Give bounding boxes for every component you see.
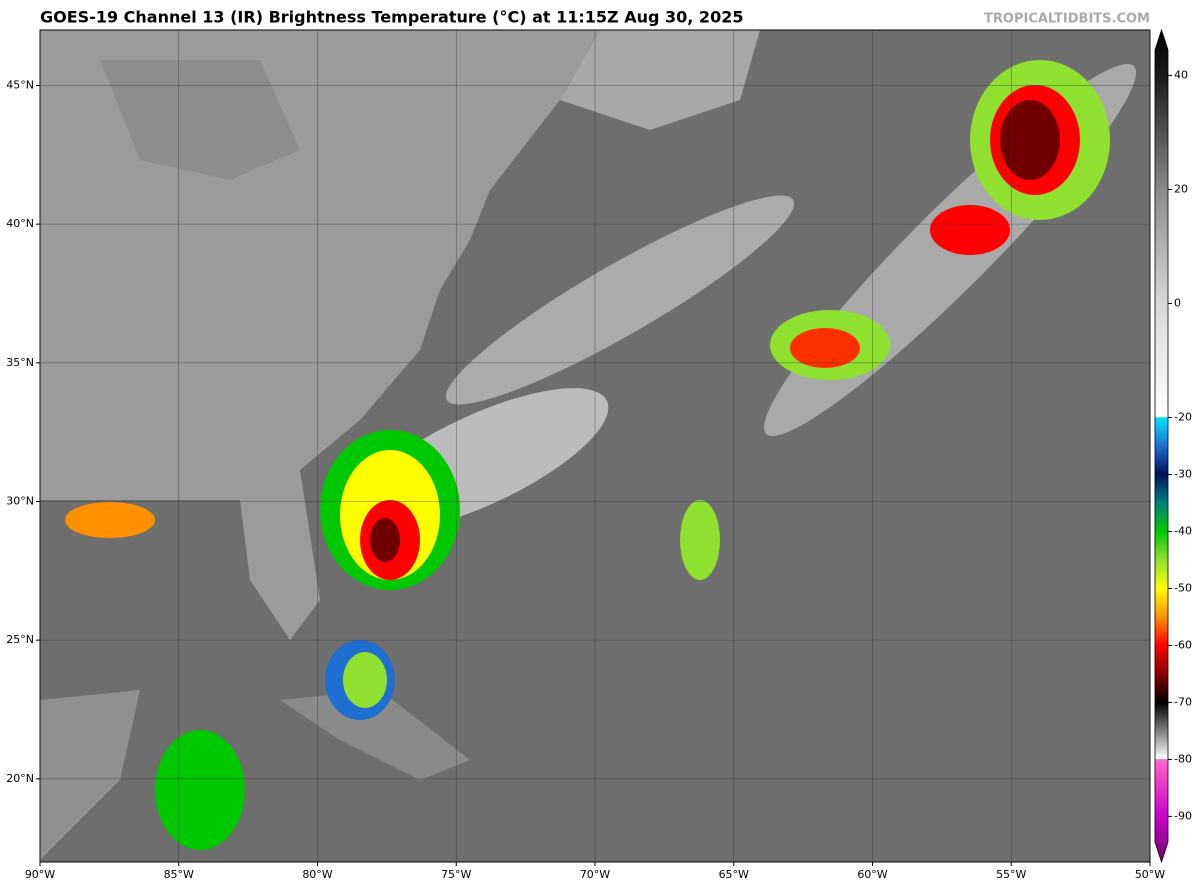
colorbar [1154,28,1169,864]
watermark: TROPICALTIDBITS.COM [984,12,1150,27]
lat-label: 40°N [6,217,34,230]
convection [343,652,387,708]
convection [680,500,720,580]
land [40,30,600,640]
lat-label: 35°N [6,356,34,369]
lat-label: 20°N [6,772,34,785]
lat-label: 30°N [6,494,34,507]
colorbar-label: -20 [1174,411,1192,424]
colorbar-label: -30 [1174,467,1192,480]
colorbar-label: -60 [1174,638,1192,651]
colorbar-label: -50 [1174,581,1192,594]
lon-label: 70°W [580,868,610,881]
convection [65,502,155,538]
map-image [40,30,1150,862]
lakes [100,60,300,180]
land [40,690,140,860]
convection [790,328,860,368]
lon-label: 60°W [857,868,887,881]
colorbar-label: -40 [1174,524,1192,537]
lon-label: 85°W [164,868,194,881]
convection [155,730,245,850]
convection [370,518,400,562]
colorbar-label: 0 [1174,297,1181,310]
lon-label: 90°W [25,868,55,881]
colorbar-label: 40 [1174,69,1188,82]
lon-label: 80°W [302,868,332,881]
lon-label: 50°W [1135,868,1165,881]
lat-label: 45°N [6,78,34,91]
convection [1000,100,1060,180]
title: GOES-19 Channel 13 (IR) Brightness Tempe… [40,8,743,27]
lat-label: 25°N [6,633,34,646]
colorbar-label: 20 [1174,183,1188,196]
convection [930,205,1010,255]
colorbar-label: -80 [1174,752,1192,765]
land [280,690,470,780]
cloud [445,195,795,405]
colorbar-label: -70 [1174,695,1192,708]
colorbar-label: -90 [1174,809,1192,822]
land [560,30,760,130]
lon-label: 55°W [996,868,1026,881]
lon-label: 75°W [441,868,471,881]
lon-label: 65°W [719,868,749,881]
